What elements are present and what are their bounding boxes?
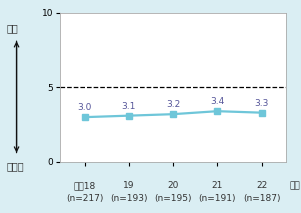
Text: (n=193): (n=193) [110,194,147,203]
Text: (n=191): (n=191) [199,194,236,203]
Text: 3.2: 3.2 [166,100,180,109]
Text: 3.1: 3.1 [122,102,136,111]
Text: 3.3: 3.3 [254,99,269,108]
Text: (n=217): (n=217) [66,194,103,203]
Text: 3.4: 3.4 [210,97,225,106]
Text: 20: 20 [167,181,179,190]
Text: (n=187): (n=187) [243,194,280,203]
Text: 19: 19 [123,181,135,190]
Text: (n=195): (n=195) [154,194,192,203]
Text: 22: 22 [256,181,267,190]
Text: 平成18: 平成18 [73,181,96,190]
Text: 3.0: 3.0 [77,103,92,112]
Text: 21: 21 [212,181,223,190]
Text: 年度: 年度 [289,181,300,190]
Text: 充分: 充分 [6,23,18,33]
Text: 不充分: 不充分 [6,161,24,171]
